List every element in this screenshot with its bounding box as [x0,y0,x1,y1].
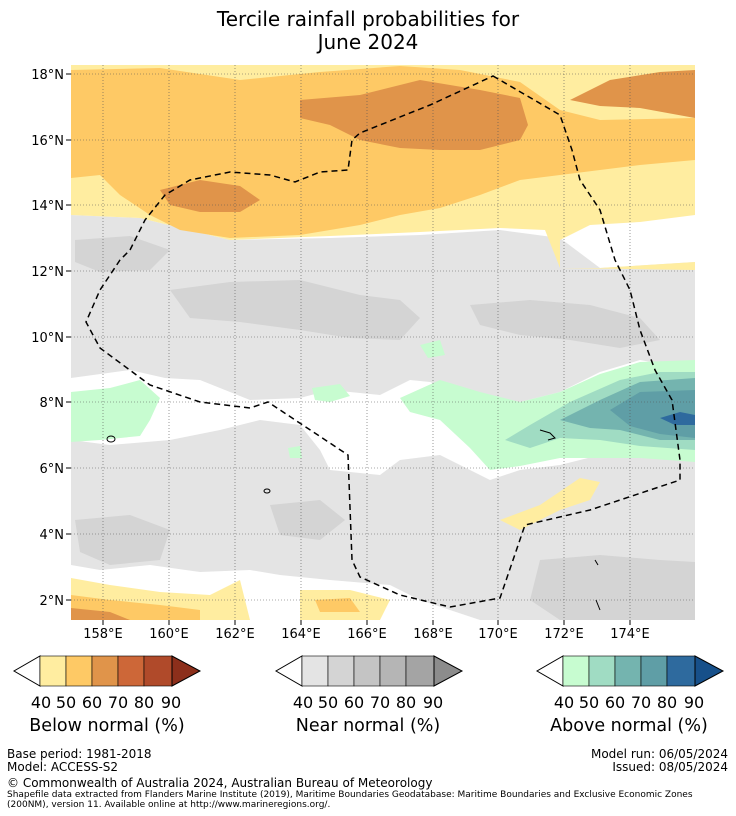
below-normal-60-south [71,608,130,620]
colorbar-segment [117,655,145,687]
lon-label: 172°E [544,627,584,642]
colorbar-segment [562,655,590,687]
colorbar-tick: 80 [396,693,416,712]
above-normal-40-west [71,380,160,442]
colorbar-tick: 70 [631,693,651,712]
colorbar-high-end [694,655,725,687]
lon-label: 158°E [83,627,123,642]
colorbar-tick: 40 [554,693,574,712]
colorbar-segment [327,655,355,687]
map-title-line2: June 2024 [317,30,419,54]
near-normal-50-patch [170,280,420,340]
latitude-labels: 18°N 16°N 14°N 12°N 10°N 8°N 6°N 4°N 2°N [31,68,64,609]
legend-label-above-normal: Above normal (%) [550,716,708,736]
island-outlines [106,429,601,611]
colorbar-high-end [433,655,464,687]
colorbar-tick: 90 [161,693,181,712]
footer-issued: Issued: 08/05/2024 [612,760,728,774]
colorbar-segment [614,655,642,687]
lon-label: 170°E [478,627,518,642]
longitude-labels: 158°E 160°E 162°E 164°E 166°E 168°E 170°… [83,627,650,642]
colorbar-tick: 50 [56,693,76,712]
colorbar-tick: 80 [134,693,154,712]
lat-label: 14°N [31,199,64,214]
above-normal-80-east [660,412,695,425]
lat-label: 12°N [31,265,64,280]
colorbar-tick: 90 [684,693,704,712]
lat-label: 10°N [31,331,64,346]
colorbar-low-end [12,655,41,687]
colorbar-tick: 40 [293,693,313,712]
footer-model-run: Model run: 06/05/2024 [590,747,728,761]
below-normal-60-region [570,70,695,118]
colorbar-high-end [171,655,202,687]
colorbar-tick: 40 [31,693,51,712]
footer-model: Model: ACCESS-S2 [7,760,119,774]
colorbar-tick: 70 [108,693,128,712]
footer-copyright: © Commonwealth of Australia 2024, Austra… [7,776,433,790]
lat-label: 8°N [40,396,65,411]
colorbar-segment [39,655,67,687]
lon-label: 162°E [215,627,255,642]
near-normal-50-patch [270,500,345,540]
below-normal-40-east [500,478,600,530]
lon-label: 174°E [610,627,650,642]
colorbar-segment [588,655,616,687]
colorbar-below-normal: 40 50 60 70 80 90 [12,655,202,712]
colorbar-tick: 60 [344,693,364,712]
near-normal-50-patch [470,300,660,348]
colorbar-low-end [535,655,564,687]
lat-label: 6°N [40,462,65,477]
lat-label: 18°N [31,68,64,83]
colorbar-segment [143,655,173,687]
map-title-line1: Tercile rainfall probabilities for [216,7,520,31]
colorbar-segment [666,655,696,687]
below-normal-60-region [300,80,528,150]
near-normal-50-patch [75,515,170,565]
lon-label: 160°E [149,627,189,642]
above-normal-70-east [610,390,695,438]
colorbar-segment [353,655,381,687]
colorbar-tick: 90 [423,693,443,712]
footer-base-period: Base period: 1981-2018 [7,747,152,761]
colorbar-segment [91,655,119,687]
colorbar-tick: 70 [370,693,390,712]
axis-ticks [66,73,631,625]
map-gridlines [71,65,695,620]
footer-shapefile-credit: Shapefile data extracted from Flanders M… [7,790,693,800]
lat-label: 4°N [40,528,65,543]
colorbar-above-normal: 40 50 60 70 80 90 [535,655,725,712]
footer-shapefile-credit-2: (200NM), version 11. Available online at… [7,800,331,810]
lat-label: 2°N [40,594,65,609]
lon-label: 164°E [281,627,321,642]
below-normal-50-south [315,598,360,612]
above-normal-40-patch [288,446,302,458]
above-normal-40-patch [312,384,350,402]
colorbar-tick: 50 [318,693,338,712]
eez-boundary [85,75,681,608]
colorbar-tick: 80 [657,693,677,712]
colorbar-segment [379,655,407,687]
lon-label: 166°E [347,627,387,642]
lat-label: 16°N [31,134,64,149]
near-normal-50-patch [75,236,170,272]
colorbar-segment [405,655,435,687]
above-normal-40-patch [420,340,445,358]
colorbar-low-end [274,655,303,687]
legend-label-below-normal: Below normal (%) [29,716,185,736]
rainfall-probability-map: 18°N 16°N 14°N 12°N 10°N 8°N 6°N 4°N 2°N… [31,65,695,642]
colorbar-tick: 60 [82,693,102,712]
legend-label-near-normal: Near normal (%) [295,716,441,736]
colorbar-segment [301,655,329,687]
colorbar-segment [65,655,93,687]
lon-label: 168°E [413,627,453,642]
colorbar-segment [640,655,668,687]
near-normal-50-patch [530,555,695,620]
colorbar-tick: 50 [579,693,599,712]
colorbar-near-normal: 40 50 60 70 80 90 [274,655,464,712]
colorbar-tick: 60 [605,693,625,712]
